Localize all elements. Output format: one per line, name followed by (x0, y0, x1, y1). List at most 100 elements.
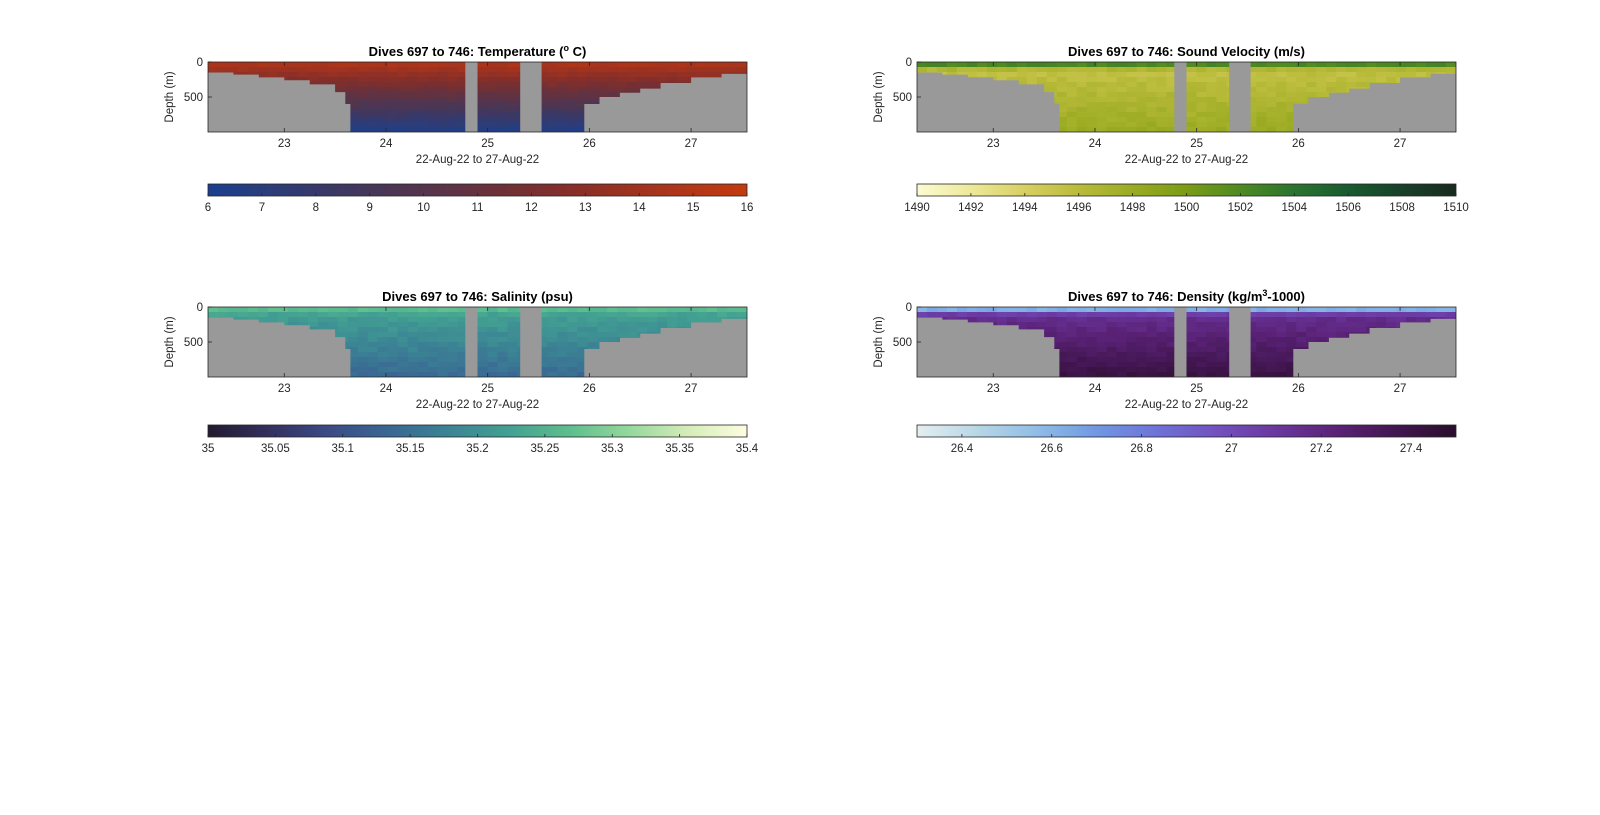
x-axis-label: 22-Aug-22 to 27-Aug-22 (416, 154, 539, 166)
colorbar-tick-label: 27.4 (1400, 443, 1423, 455)
colorbar-tick-label: 1492 (958, 202, 984, 214)
colorbar-tick-label: 15 (687, 202, 700, 214)
colorbar-tick-label: 1500 (1174, 202, 1200, 214)
heatmap-field (917, 307, 1456, 377)
colorbar: 35 35.05 35.1 35.15 35.2 35.25 35.3 35.35 35.4 (202, 424, 759, 455)
seafloor-mask (208, 317, 747, 377)
colorbar: 6 7 8 9 10 11 12 13 14 15 16 (205, 183, 754, 214)
colorbar-tick-label: 35.35 (665, 443, 694, 455)
panel-3: 23 24 25 26 27 0 500 Dives 697 to 746: Salinity… (164, 289, 759, 455)
colorbar-tick-label: 1494 (1012, 202, 1038, 214)
x-tick-label: 27 (685, 138, 698, 150)
y-tick-label: 0 (906, 57, 912, 69)
x-tick-label: 24 (380, 383, 393, 395)
colorbar-tick-label: 1506 (1335, 202, 1361, 214)
colorbar-tick-label: 6 (205, 202, 211, 214)
x-tick-label: 25 (481, 383, 494, 395)
colorbar-tick-label: 35.3 (601, 443, 623, 455)
colorbar-tick-label: 13 (579, 202, 592, 214)
data-gap-2 (520, 62, 542, 132)
data-gap-2 (1229, 62, 1251, 132)
y-tick-label: 500 (184, 337, 203, 349)
colorbar-tick-label: 35.15 (396, 443, 425, 455)
colorbar-tick-label: 26.4 (951, 443, 974, 455)
panel-4: 23 24 25 26 27 0 500 Dives 697 to 746: Density … (873, 288, 1457, 455)
x-tick-label: 27 (685, 383, 698, 395)
colorbar-tick-label: 9 (366, 202, 372, 214)
colorbar-tick-label: 35.2 (466, 443, 488, 455)
y-axis-label: Depth (m) (164, 71, 176, 122)
colorbar-tick-label: 26.6 (1041, 443, 1063, 455)
x-tick-label: 25 (481, 138, 494, 150)
colorbar-tick-label: 35.1 (332, 443, 354, 455)
y-tick-label: 500 (184, 92, 203, 104)
x-tick-label: 26 (1292, 138, 1305, 150)
seafloor-mask (917, 72, 1456, 132)
y-tick-label: 0 (906, 302, 912, 314)
colorbar-tick-label: 27 (1225, 443, 1238, 455)
heatmap-field (917, 62, 1456, 132)
y-tick-label: 0 (197, 57, 203, 69)
x-tick-label: 25 (1190, 138, 1203, 150)
colorbar-tick-label: 11 (472, 202, 484, 214)
x-tick-label: 26 (1292, 383, 1305, 395)
data-gap-1 (1174, 62, 1187, 132)
y-axis-label: Depth (m) (873, 71, 885, 122)
y-tick-label: 500 (893, 337, 912, 349)
y-axis-label: Depth (m) (873, 316, 885, 367)
panel-2: 23 24 25 26 27 0 500 Dives 697 to 746: Sound Ve… (873, 44, 1469, 214)
colorbar-tick-label: 12 (525, 202, 538, 214)
x-tick-label: 27 (1394, 383, 1407, 395)
chart-title: Dives 697 to 746: Density (kg/m3-1000) (1068, 288, 1305, 304)
colorbar-tick-label: 8 (313, 202, 319, 214)
y-axis-label: Depth (m) (164, 316, 176, 367)
colorbar-tick-label: 35.25 (530, 443, 559, 455)
colorbar-tick-label: 1496 (1066, 202, 1092, 214)
y-tick-label: 0 (197, 302, 203, 314)
colorbar-tick-label: 35.4 (736, 443, 759, 455)
chart-title: Dives 697 to 746: Salinity (psu) (382, 289, 573, 304)
x-tick-label: 27 (1394, 138, 1407, 150)
chart-title: Dives 697 to 746: Sound Velocity (m/s) (1068, 44, 1305, 59)
x-axis-label: 22-Aug-22 to 27-Aug-22 (1125, 399, 1248, 411)
panel-1: 23 24 25 26 27 0 500 Dives 697 to 746: Temperat… (164, 43, 753, 214)
colorbar: 26.4 26.6 26.8 27 27.2 27.4 (916, 424, 1457, 455)
colorbar-tick-label: 1508 (1389, 202, 1415, 214)
colorbar-tick-label: 10 (417, 202, 430, 214)
x-tick-label: 24 (1089, 138, 1102, 150)
x-tick-label: 26 (583, 138, 596, 150)
data-gap-1 (465, 62, 478, 132)
colorbar-tick-label: 35 (202, 443, 215, 455)
colorbar-tick-label: 26.8 (1130, 443, 1152, 455)
heatmap-field (208, 62, 747, 132)
x-tick-label: 24 (1089, 383, 1102, 395)
data-gap-1 (465, 307, 478, 377)
colorbar: 1490 1492 1494 1496 1498 1500 1502 1504 1506 1508… (904, 183, 1469, 214)
colorbar-tick-label: 27.2 (1310, 443, 1332, 455)
colorbar-tick-label: 1510 (1443, 202, 1469, 214)
x-tick-label: 24 (380, 138, 393, 150)
heatmap-field (208, 307, 747, 377)
x-tick-label: 25 (1190, 383, 1203, 395)
x-tick-label: 23 (987, 138, 1000, 150)
chart-title: Dives 697 to 746: Temperature (o C) (369, 43, 587, 59)
seafloor-mask (917, 317, 1456, 377)
colorbar-tick-label: 1490 (904, 202, 930, 214)
x-tick-label: 23 (278, 138, 291, 150)
data-gap-2 (1229, 307, 1251, 377)
x-tick-label: 23 (987, 383, 1000, 395)
colorbar-tick-label: 14 (633, 202, 646, 214)
x-axis-label: 22-Aug-22 to 27-Aug-22 (1125, 154, 1248, 166)
colorbar-tick-label: 35.05 (261, 443, 290, 455)
seafloor-mask (208, 72, 747, 132)
colorbar-tick-label: 16 (741, 202, 754, 214)
data-gap-2 (520, 307, 542, 377)
colorbar-tick-label: 1502 (1228, 202, 1254, 214)
x-tick-label: 26 (583, 383, 596, 395)
colorbar-tick-label: 1498 (1120, 202, 1146, 214)
x-tick-label: 23 (278, 383, 291, 395)
x-axis-label: 22-Aug-22 to 27-Aug-22 (416, 399, 539, 411)
data-gap-1 (1174, 307, 1187, 377)
colorbar-gradient (916, 424, 1457, 438)
